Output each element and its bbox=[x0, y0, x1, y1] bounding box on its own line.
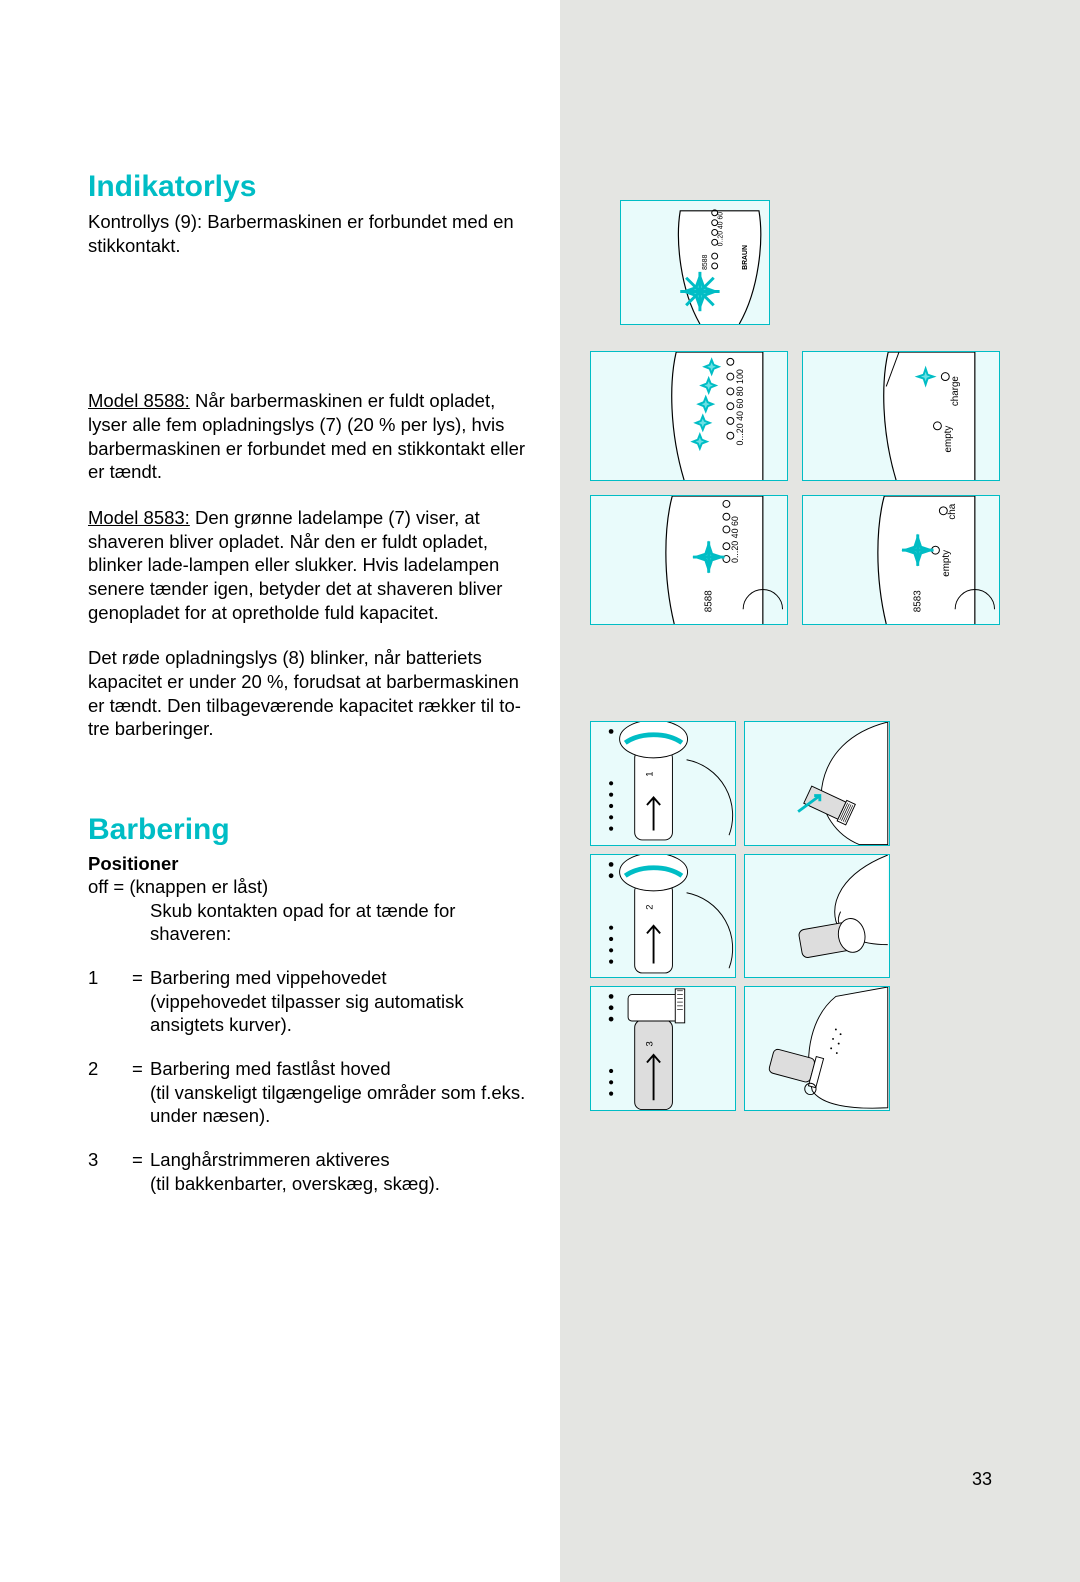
position-key: 1 bbox=[88, 966, 132, 1037]
para-model-8583: Model 8583: Den grønne ladelampe (7) vis… bbox=[88, 506, 530, 624]
grid-1-face bbox=[744, 721, 890, 846]
illus-grid: 1 bbox=[590, 721, 890, 1111]
heading-indikatorlys: Indikatorlys bbox=[88, 170, 530, 204]
para-red-light: Det røde opladningslys (8) blinker, når … bbox=[88, 646, 530, 741]
top-scale-text: 0..20 40 60 bbox=[718, 212, 725, 247]
position-val: Barbering med vippehovedet(vippehovedet … bbox=[150, 966, 530, 1037]
model-8583-label: Model 8583: bbox=[88, 507, 190, 528]
illus-low-right: cha empty 8583 bbox=[802, 495, 1000, 625]
subhead-positioner: Positioner bbox=[88, 853, 530, 875]
position-row: 3=Langhårstrimmeren aktiveres(til bakken… bbox=[88, 1148, 530, 1195]
position-val: Barbering med fastlåst hoved(til vanskel… bbox=[150, 1057, 530, 1128]
svg-text:3: 3 bbox=[644, 1042, 655, 1047]
page: Indikatorlys Kontrollys (9): Barbermaski… bbox=[0, 0, 1080, 1582]
svg-text:8588: 8588 bbox=[704, 590, 715, 612]
svg-text:2: 2 bbox=[644, 904, 655, 909]
svg-text:empty: empty bbox=[943, 426, 954, 453]
top-brand-text: BRAUN bbox=[742, 245, 749, 270]
illus-mid-right: charge empty bbox=[802, 351, 1000, 481]
page-number: 33 bbox=[972, 1469, 992, 1490]
text-column: Indikatorlys Kontrollys (9): Barbermaski… bbox=[0, 0, 560, 1582]
svg-text:0...20 40 60: 0...20 40 60 bbox=[730, 516, 740, 563]
illus-mid-left: 0...20 40 60 80 100 bbox=[590, 351, 788, 481]
illus-mid-row-2: 0...20 40 60 8588 cha empty 8583 bbox=[590, 495, 1000, 625]
svg-text:empty: empty bbox=[941, 550, 952, 577]
svg-text:0...20 40 60 80 100: 0...20 40 60 80 100 bbox=[735, 369, 745, 445]
para-kontrollys: Kontrollys (9): Barbermaskinen er forbun… bbox=[88, 210, 530, 257]
svg-text:charge: charge bbox=[950, 376, 961, 407]
illus-top-panel: 0..20 40 60 8588 BRAUN bbox=[620, 200, 770, 325]
svg-text:cha: cha bbox=[947, 503, 958, 519]
off-line-1: off = (knappen er låst) bbox=[88, 876, 268, 897]
model-8588-label: Model 8588: bbox=[88, 390, 190, 411]
para-model-8588: Model 8588: Når barbermaskinen er fuldt … bbox=[88, 389, 530, 484]
position-row: 1=Barbering med vippehovedet(vippehovede… bbox=[88, 966, 530, 1037]
equals-sign: = bbox=[132, 966, 150, 1037]
off-line-2: Skub kontakten opad for at tænde for sha… bbox=[88, 899, 530, 946]
equals-sign: = bbox=[132, 1148, 150, 1195]
svg-text:8583: 8583 bbox=[913, 590, 924, 612]
equals-sign: = bbox=[132, 1057, 150, 1128]
position-val: Langhårstrimmeren aktiveres(til bakkenba… bbox=[150, 1148, 530, 1195]
position-list: 1=Barbering med vippehovedet(vippehovede… bbox=[88, 966, 530, 1195]
grid-3-shaver-pos3: 3 bbox=[590, 986, 736, 1111]
position-key: 3 bbox=[88, 1148, 132, 1195]
grid-2-shaver-pos2: 2 bbox=[590, 854, 736, 979]
illus-mid-row-1: 0...20 40 60 80 100 charge bbox=[590, 351, 1000, 481]
illustration-column: 0..20 40 60 8588 BRAUN bbox=[560, 0, 1080, 1582]
grid-1-shaver-pos1: 1 bbox=[590, 721, 736, 846]
grid-2-nose bbox=[744, 854, 890, 979]
grid-3-sideburn bbox=[744, 986, 890, 1111]
svg-text:1: 1 bbox=[644, 771, 655, 776]
illus-low-left: 0...20 40 60 8588 bbox=[590, 495, 788, 625]
position-row: 2=Barbering med fastlåst hoved(til vansk… bbox=[88, 1057, 530, 1128]
off-line: off = (knappen er låst) Skub kontakten o… bbox=[88, 875, 530, 946]
heading-barbering: Barbering bbox=[88, 813, 530, 847]
position-key: 2 bbox=[88, 1057, 132, 1128]
top-model-text: 8588 bbox=[702, 254, 709, 269]
